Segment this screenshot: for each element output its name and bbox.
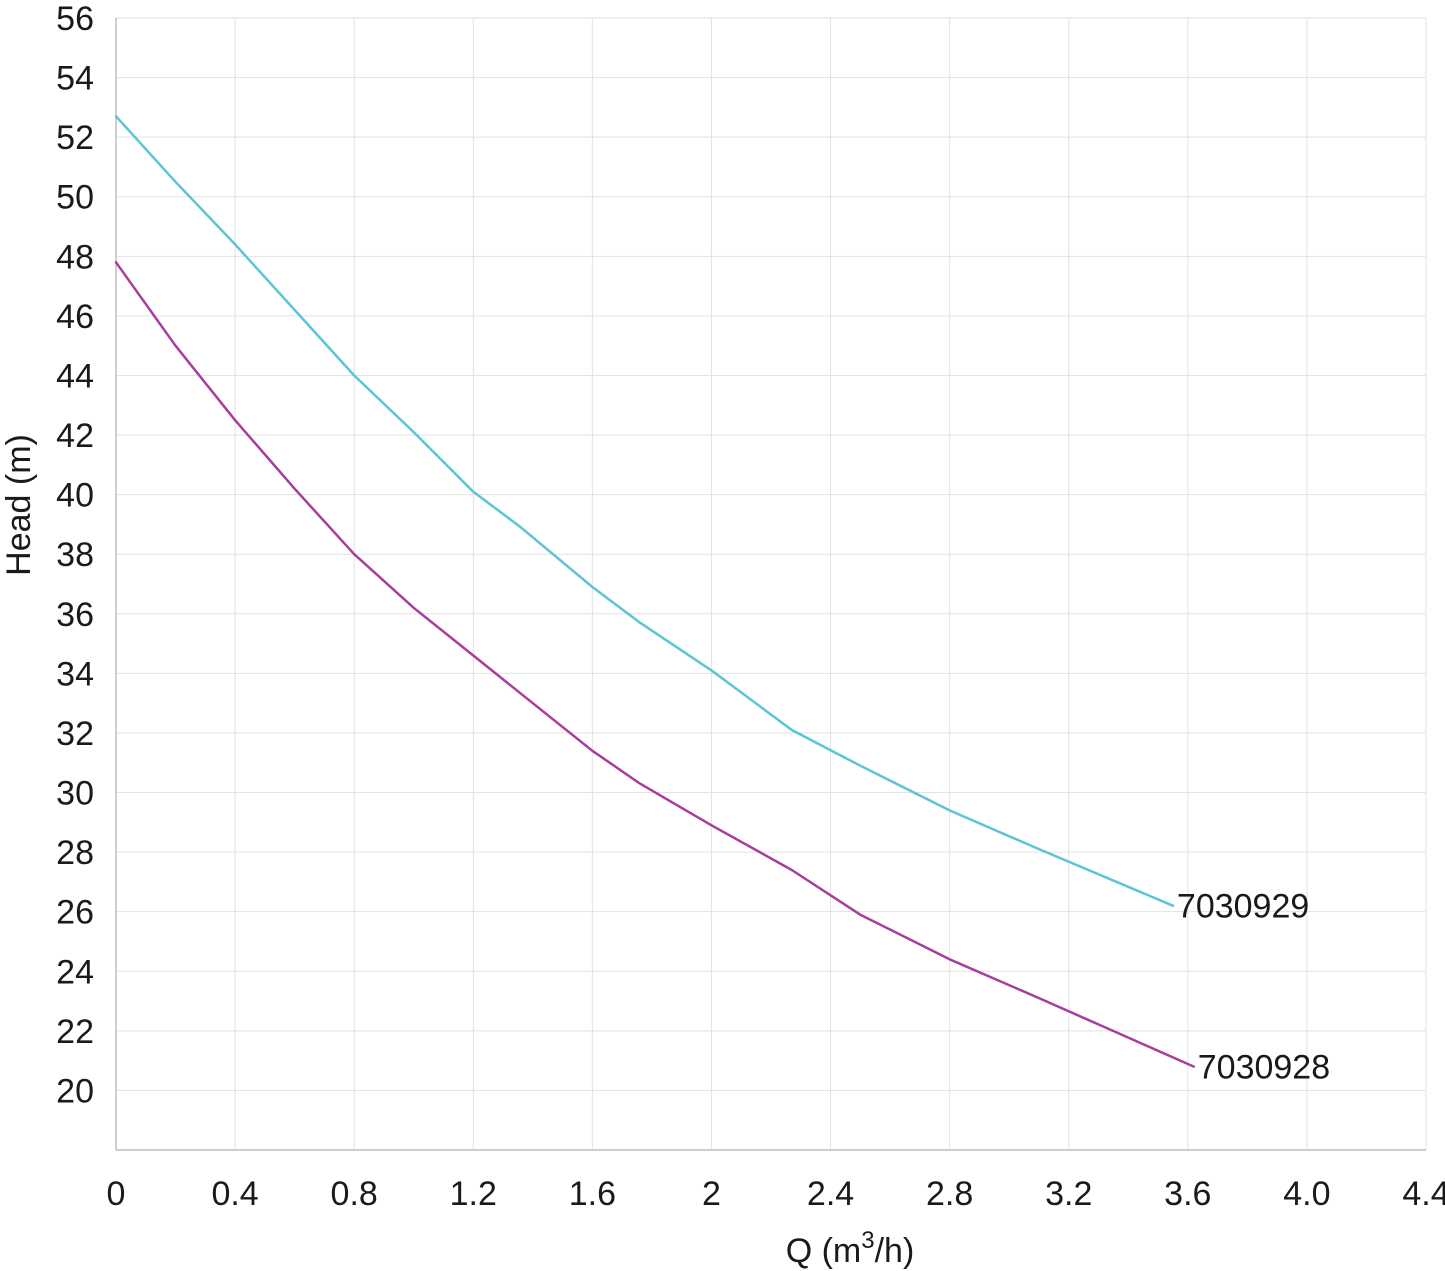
y-tick-label: 24 bbox=[56, 953, 94, 991]
grid bbox=[116, 17, 1427, 1150]
series-label-7030928: 7030928 bbox=[1198, 1049, 1330, 1087]
y-tick-label: 32 bbox=[56, 715, 94, 753]
y-tick-label: 34 bbox=[56, 655, 94, 693]
x-tick-label: 2.4 bbox=[807, 1175, 854, 1213]
x-tick-label: 4.4 bbox=[1402, 1175, 1445, 1213]
y-tick-label: 46 bbox=[56, 298, 94, 336]
x-tick-label: 2 bbox=[702, 1175, 721, 1213]
y-tick-label: 20 bbox=[56, 1072, 94, 1110]
y-tick-label: 56 bbox=[56, 0, 94, 38]
y-tick-label: 42 bbox=[56, 417, 94, 455]
x-tick-label: 2.8 bbox=[926, 1175, 973, 1213]
y-tick-label: 36 bbox=[56, 596, 94, 634]
series-line-7030928 bbox=[114, 261, 1196, 1068]
x-tick-label: 1.6 bbox=[569, 1175, 616, 1213]
x-tick-label: 0.4 bbox=[211, 1175, 258, 1213]
series-labels: 7030929 7030928 bbox=[1177, 888, 1330, 1087]
series-line-7030929 bbox=[114, 115, 1175, 907]
x-axis-label: Q (m3/h) bbox=[786, 1227, 915, 1270]
axes bbox=[115, 18, 1426, 1151]
x-tick-label: 4.0 bbox=[1283, 1175, 1330, 1213]
series-label-7030929: 7030929 bbox=[1177, 888, 1309, 926]
y-tick-label: 54 bbox=[56, 60, 94, 98]
y-tick-label: 22 bbox=[56, 1013, 94, 1051]
x-tick-label: 0.8 bbox=[331, 1175, 378, 1213]
x-tick-label: 0 bbox=[107, 1175, 126, 1213]
x-tick-label: 3.6 bbox=[1164, 1175, 1211, 1213]
y-tick-label: 38 bbox=[56, 536, 94, 574]
y-tick-label: 40 bbox=[56, 477, 94, 515]
x-tick-label: 1.2 bbox=[450, 1175, 497, 1213]
y-tick-label: 52 bbox=[56, 119, 94, 157]
y-tick-label: 48 bbox=[56, 238, 94, 276]
y-tick-label: 50 bbox=[56, 179, 94, 217]
x-tick-label: 3.2 bbox=[1045, 1175, 1092, 1213]
y-tick-label: 44 bbox=[56, 357, 94, 395]
y-tick-label: 30 bbox=[56, 775, 94, 813]
y-axis-label: Head (m) bbox=[0, 434, 38, 576]
tick-labels: 0 0.4 0.8 1.2 1.6 2 2.4 2.8 3.2 3.6 4.0 4.4 20 22 24 26… bbox=[56, 0, 1445, 1213]
y-tick-label: 28 bbox=[56, 834, 94, 872]
y-tick-label: 26 bbox=[56, 894, 94, 932]
series-lines bbox=[114, 115, 1196, 1068]
